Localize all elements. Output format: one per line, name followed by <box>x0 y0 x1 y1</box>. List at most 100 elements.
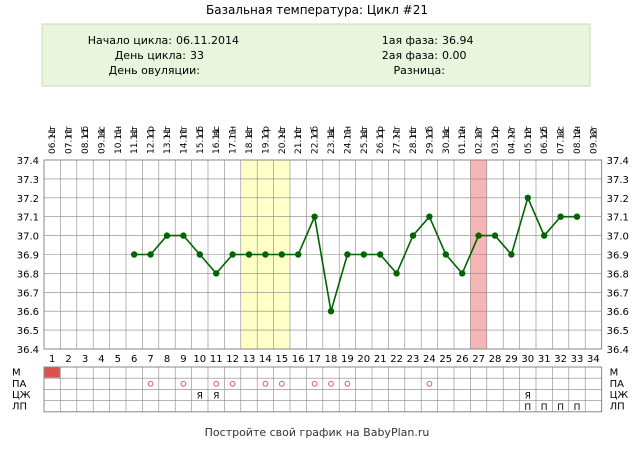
day-number-label: 15 <box>275 354 288 365</box>
difference-label: Разница: <box>394 64 446 77</box>
cycle-day-value: 33 <box>190 49 204 62</box>
date-label: 11.11 <box>130 128 140 154</box>
pa-circle-mark <box>328 380 334 387</box>
temperature-point <box>360 251 367 258</box>
date-label: 09.12 <box>589 128 599 154</box>
row-label-left: ПА <box>12 379 27 390</box>
row-label-left: М <box>12 368 21 379</box>
pa-circle-mark <box>344 380 351 387</box>
weekday-label: пн <box>343 126 353 138</box>
y-tick-label-left: 37.4 <box>17 156 39 167</box>
day-number-label: 29 <box>505 354 518 365</box>
temperature-point <box>311 213 318 220</box>
day-number-label: 4 <box>98 354 104 365</box>
y-tick-label-right: 36.7 <box>607 288 629 299</box>
row-label-right: ПА <box>610 379 625 390</box>
temperature-point <box>180 232 187 239</box>
day-number-label: 19 <box>341 354 354 365</box>
pa-circle-mark <box>213 380 220 387</box>
date-label: 20.11 <box>278 128 288 154</box>
y-tick-label-right: 37.0 <box>607 232 629 243</box>
date-label: 26.11 <box>376 128 386 154</box>
day-number-label: 22 <box>390 354 403 365</box>
date-label: 12.11 <box>147 128 157 154</box>
weekday-label: сб <box>311 126 321 137</box>
date-label: 08.12 <box>573 128 583 154</box>
temperature-point <box>344 251 351 258</box>
day-number-label: 23 <box>407 354 420 365</box>
y-tick-label-left: 37.2 <box>17 194 39 205</box>
date-label: 16.11 <box>212 128 222 154</box>
start-value: 06.11.2014 <box>176 34 239 47</box>
weekday-label: вс <box>212 126 222 136</box>
date-label: 06.11 <box>48 128 58 154</box>
lp-mark: П <box>524 403 531 413</box>
weekday-label: ср <box>376 126 386 137</box>
row-label-left: ЦЖ <box>12 390 31 401</box>
y-tick-label-right: 37.1 <box>607 213 629 224</box>
day-number-label: 20 <box>357 354 370 365</box>
y-tick-label-left: 37.0 <box>17 232 39 243</box>
weekday-label: пн <box>229 126 239 138</box>
day-number-label: 31 <box>538 354 551 365</box>
date-label: 24.11 <box>343 128 353 154</box>
date-label: 07.11 <box>65 128 75 154</box>
y-tick-label-right: 36.4 <box>607 345 629 356</box>
y-tick-label-right: 37.3 <box>607 175 629 186</box>
date-label: 21.11 <box>294 128 304 154</box>
menses-mark <box>44 367 60 378</box>
y-tick-label-left: 36.4 <box>17 345 39 356</box>
day-number-label: 6 <box>131 354 137 365</box>
temperature-point <box>409 232 417 239</box>
y-tick-label-left: 36.8 <box>17 269 39 280</box>
weekday-label: вс <box>557 126 567 136</box>
start-label: Начало цикла: <box>88 34 172 47</box>
temperature-point <box>278 251 285 258</box>
date-label: 30.11 <box>442 128 452 154</box>
weekday-label: чт <box>507 126 517 137</box>
info-panel <box>41 23 591 87</box>
day-number-label: 11 <box>210 354 223 365</box>
y-tick-label-right: 36.8 <box>607 269 629 280</box>
weekday-label: сб <box>81 126 91 137</box>
weekday-label: чт <box>278 126 288 137</box>
phase2-value: 0.00 <box>442 49 467 62</box>
day-number-label: 21 <box>374 354 387 365</box>
weekday-label: чт <box>163 126 173 137</box>
y-tick-label-right: 37.2 <box>607 194 629 205</box>
cj-mark: Я <box>197 392 203 402</box>
phase1-value: 36.94 <box>442 34 474 47</box>
temperature-point <box>508 251 515 258</box>
day-number-label: 8 <box>164 354 170 365</box>
pa-circle-mark <box>229 380 236 387</box>
weekday-label: пн <box>458 126 468 138</box>
temperature-point <box>131 251 138 258</box>
date-label: 29.11 <box>425 128 435 154</box>
pa-circle-mark <box>426 380 433 387</box>
temperature-point <box>196 251 203 258</box>
y-tick-label-left: 36.9 <box>17 251 39 262</box>
y-tick-label-right: 36.5 <box>607 326 629 337</box>
y-tick-label-right: 36.9 <box>607 251 629 262</box>
temperature-point <box>557 213 564 220</box>
lp-mark: П <box>541 403 548 413</box>
weekday-label: пт <box>409 126 419 137</box>
weekday-label: пт <box>524 126 534 137</box>
row-label-right: ЦЖ <box>610 390 629 401</box>
day-number-label: 14 <box>259 354 272 365</box>
temperature-point <box>377 251 384 258</box>
temperature-point <box>426 213 433 220</box>
y-tick-label-left: 37.3 <box>17 175 39 186</box>
weekday-label: вс <box>442 126 452 136</box>
weekday-label: сб <box>540 126 550 137</box>
date-label: 08.11 <box>81 128 91 154</box>
cycle-day-label: День цикла: <box>115 49 186 62</box>
weekday-label: пн <box>573 126 583 138</box>
weekday-label: ср <box>491 126 501 137</box>
phase1-label: 1ая фаза: <box>382 34 438 47</box>
temperature-point <box>163 232 171 239</box>
date-label: 22.11 <box>311 128 321 154</box>
weekday-label: вт <box>475 126 485 137</box>
date-label: 02.12 <box>475 128 485 154</box>
